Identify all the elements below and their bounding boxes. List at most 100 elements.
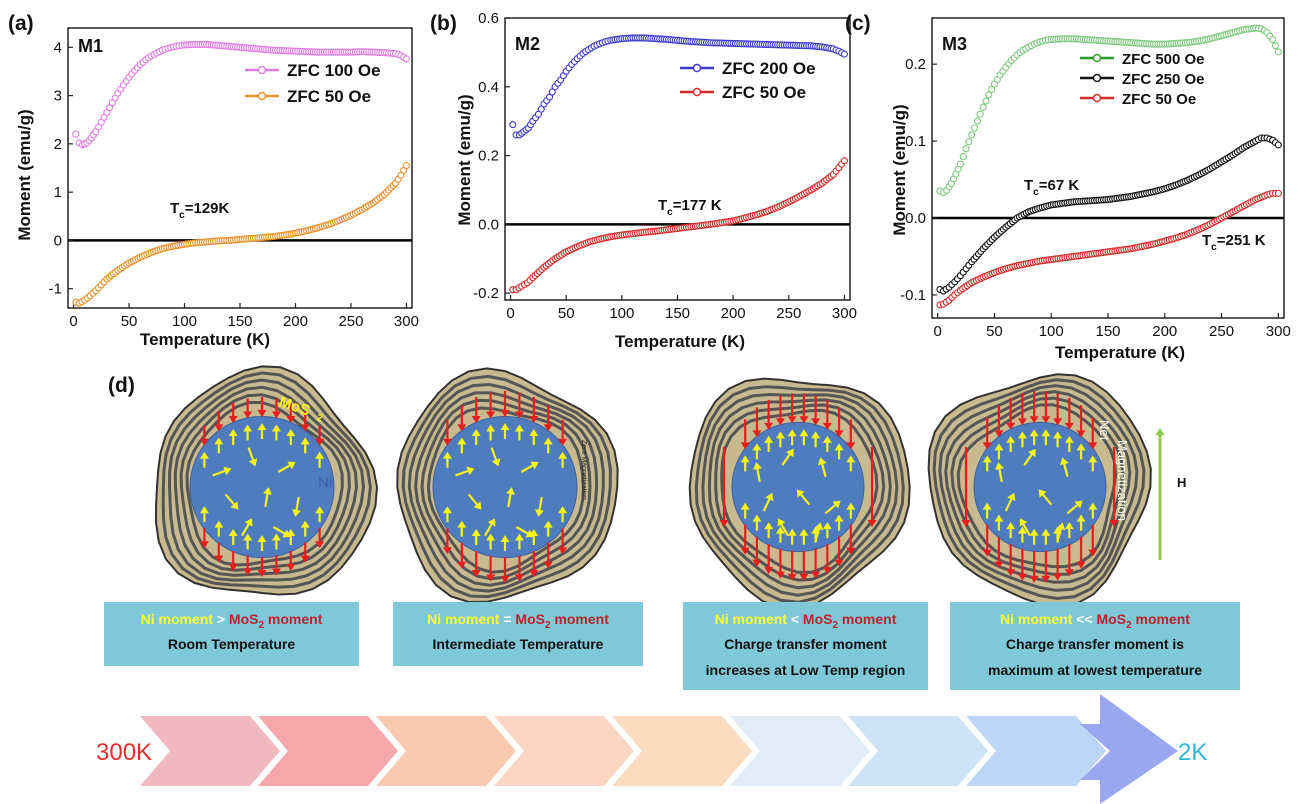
x-tick-label: 50 bbox=[121, 313, 138, 330]
h-field-arrow-head bbox=[1155, 428, 1165, 435]
moment-arrow-random-head bbox=[1059, 457, 1069, 466]
ni-core bbox=[731, 421, 865, 553]
moment-arrow-random-head bbox=[777, 518, 786, 527]
tc-subscript: c bbox=[1211, 242, 1217, 253]
moment-arrow-core-head bbox=[199, 506, 209, 514]
info-box-line2: Intermediate Temperature bbox=[433, 636, 604, 652]
mos2-moment-text: MoS bbox=[803, 611, 833, 627]
moment-arrow-shell-head bbox=[199, 438, 209, 446]
moment-arrow-shell-head bbox=[1041, 416, 1051, 424]
mos2-layer bbox=[167, 378, 366, 582]
moment-arrow-core-head bbox=[994, 443, 1004, 451]
info-box-line2: Room Temperature bbox=[168, 636, 296, 652]
mos2-layer bbox=[161, 371, 372, 589]
moment-arrow-random-head bbox=[1019, 518, 1028, 527]
moment-arrow-random-head bbox=[1074, 500, 1083, 509]
moment-arrow-core-head bbox=[1053, 431, 1063, 439]
moment-arrow-shell-head bbox=[764, 567, 774, 575]
tc-annotation: Tc=67 K bbox=[1024, 177, 1079, 198]
data-point bbox=[1274, 48, 1282, 56]
y-tick-label: 1 bbox=[54, 184, 62, 201]
moment-arrow-shell-head bbox=[846, 442, 856, 450]
moment-arrow-shell-head bbox=[257, 570, 267, 577]
moment-arrow-shell-head bbox=[486, 574, 496, 582]
moment-arrow-random-head bbox=[1028, 448, 1036, 458]
mos2-layer bbox=[173, 385, 359, 577]
diagram-panel-d: (d)MoS 2Ni Zero MagnetizationNetMagnetizat… bbox=[96, 365, 1240, 804]
relation-text: < bbox=[787, 611, 803, 627]
moment-arrow-shell-head bbox=[775, 571, 785, 579]
moment-arrow-random-head bbox=[832, 500, 841, 509]
moment-arrow-core-head bbox=[457, 520, 467, 528]
mos2-moment-text: MoS bbox=[229, 611, 259, 627]
moment-arrow-shell-head bbox=[558, 547, 568, 555]
moment-arrow-shell-head bbox=[1041, 575, 1051, 583]
zero-magnetization-label: Zero Magnetization bbox=[580, 440, 587, 500]
big-arrow-head bbox=[1080, 694, 1178, 804]
moment-arrow-core-head bbox=[514, 424, 524, 432]
moment-arrow-shell-head bbox=[457, 424, 467, 432]
moment-arrow-core-head bbox=[775, 526, 785, 534]
moment-arrow-core-head bbox=[994, 514, 1004, 522]
moment-arrow-core-head bbox=[1029, 429, 1039, 437]
moment-arrow-random-head bbox=[506, 487, 515, 495]
moment-arrow-core-head bbox=[1064, 522, 1074, 530]
moment-arrow-core-head bbox=[982, 502, 992, 510]
moment-arrow-random bbox=[1022, 523, 1031, 537]
x-tick-label: 0 bbox=[934, 323, 942, 340]
tc-subscript: c bbox=[179, 210, 185, 221]
moment-arrow-random bbox=[1004, 498, 1013, 512]
legend-marker bbox=[1092, 53, 1102, 63]
moment-arrow-random bbox=[824, 504, 837, 515]
series-zfc-50-oe bbox=[509, 157, 848, 294]
moment-arrow-core-head bbox=[271, 424, 281, 432]
legend-label: ZFC 500 Oe bbox=[1122, 51, 1205, 68]
moment-arrow-core-head bbox=[257, 423, 267, 430]
moment-arrow-shell-head bbox=[1017, 573, 1027, 581]
moment-arrow-random-head bbox=[287, 461, 296, 470]
net-label: Net bbox=[1097, 420, 1112, 441]
moment-arrow-core-head bbox=[543, 437, 553, 445]
mos2-layer bbox=[950, 396, 1125, 576]
moment-arrow-core-head bbox=[1041, 429, 1051, 437]
relation-text: = bbox=[499, 611, 515, 627]
moment-arrow-shell-head bbox=[740, 547, 750, 555]
data-point bbox=[959, 152, 967, 161]
moment-arrow-core-head bbox=[982, 455, 992, 463]
data-point bbox=[956, 160, 964, 168]
moment-arrow-random-head bbox=[995, 462, 1004, 470]
moment-arrow-shell-head bbox=[1088, 442, 1098, 450]
mos2-moment-sub: 2 bbox=[1126, 620, 1132, 631]
moment-arrow-random bbox=[814, 528, 820, 542]
data-point bbox=[509, 121, 517, 129]
moment-arrow-random bbox=[490, 447, 498, 461]
data-point bbox=[1271, 42, 1280, 50]
mos2-layer bbox=[185, 401, 344, 567]
moment-arrow-shell-head bbox=[787, 416, 797, 424]
moment-arrow-shell-head bbox=[500, 576, 510, 583]
moment-arrow-random-head bbox=[248, 458, 258, 467]
moment-arrow-shell-head bbox=[199, 541, 209, 549]
moment-arrow-random bbox=[520, 464, 534, 473]
moment-arrow-shell-head bbox=[1029, 575, 1039, 583]
legend-label: ZFC 200 Oe bbox=[722, 59, 816, 78]
moment-tail-text: moment bbox=[1132, 611, 1191, 627]
y-axis-label: Moment (emu/g) bbox=[890, 104, 909, 235]
moment-arrow-random-head bbox=[753, 462, 762, 470]
info-box-3: Ni moment < MoS2 moment Charge transfer m… bbox=[683, 602, 928, 690]
moment-tail-text: moment bbox=[838, 611, 897, 627]
mos2-moment-sub: 2 bbox=[545, 620, 551, 631]
info-box-line1: Ni moment = MoS2 moment bbox=[427, 611, 609, 631]
tc-symbol: T bbox=[170, 200, 179, 217]
moment-arrow-random-head bbox=[814, 522, 824, 531]
data-point bbox=[1274, 141, 1282, 149]
x-tick-label: 200 bbox=[283, 313, 308, 330]
moment-arrow-random bbox=[224, 493, 235, 506]
moment-arrow-shell-head bbox=[1006, 422, 1016, 430]
moment-arrow-shell-head bbox=[543, 561, 553, 569]
moment-arrow-random-head bbox=[525, 529, 534, 538]
moment-arrow-shell-head bbox=[315, 541, 325, 549]
moment-arrow-core-head bbox=[471, 528, 481, 536]
moment-arrow-shell-head bbox=[300, 555, 310, 563]
